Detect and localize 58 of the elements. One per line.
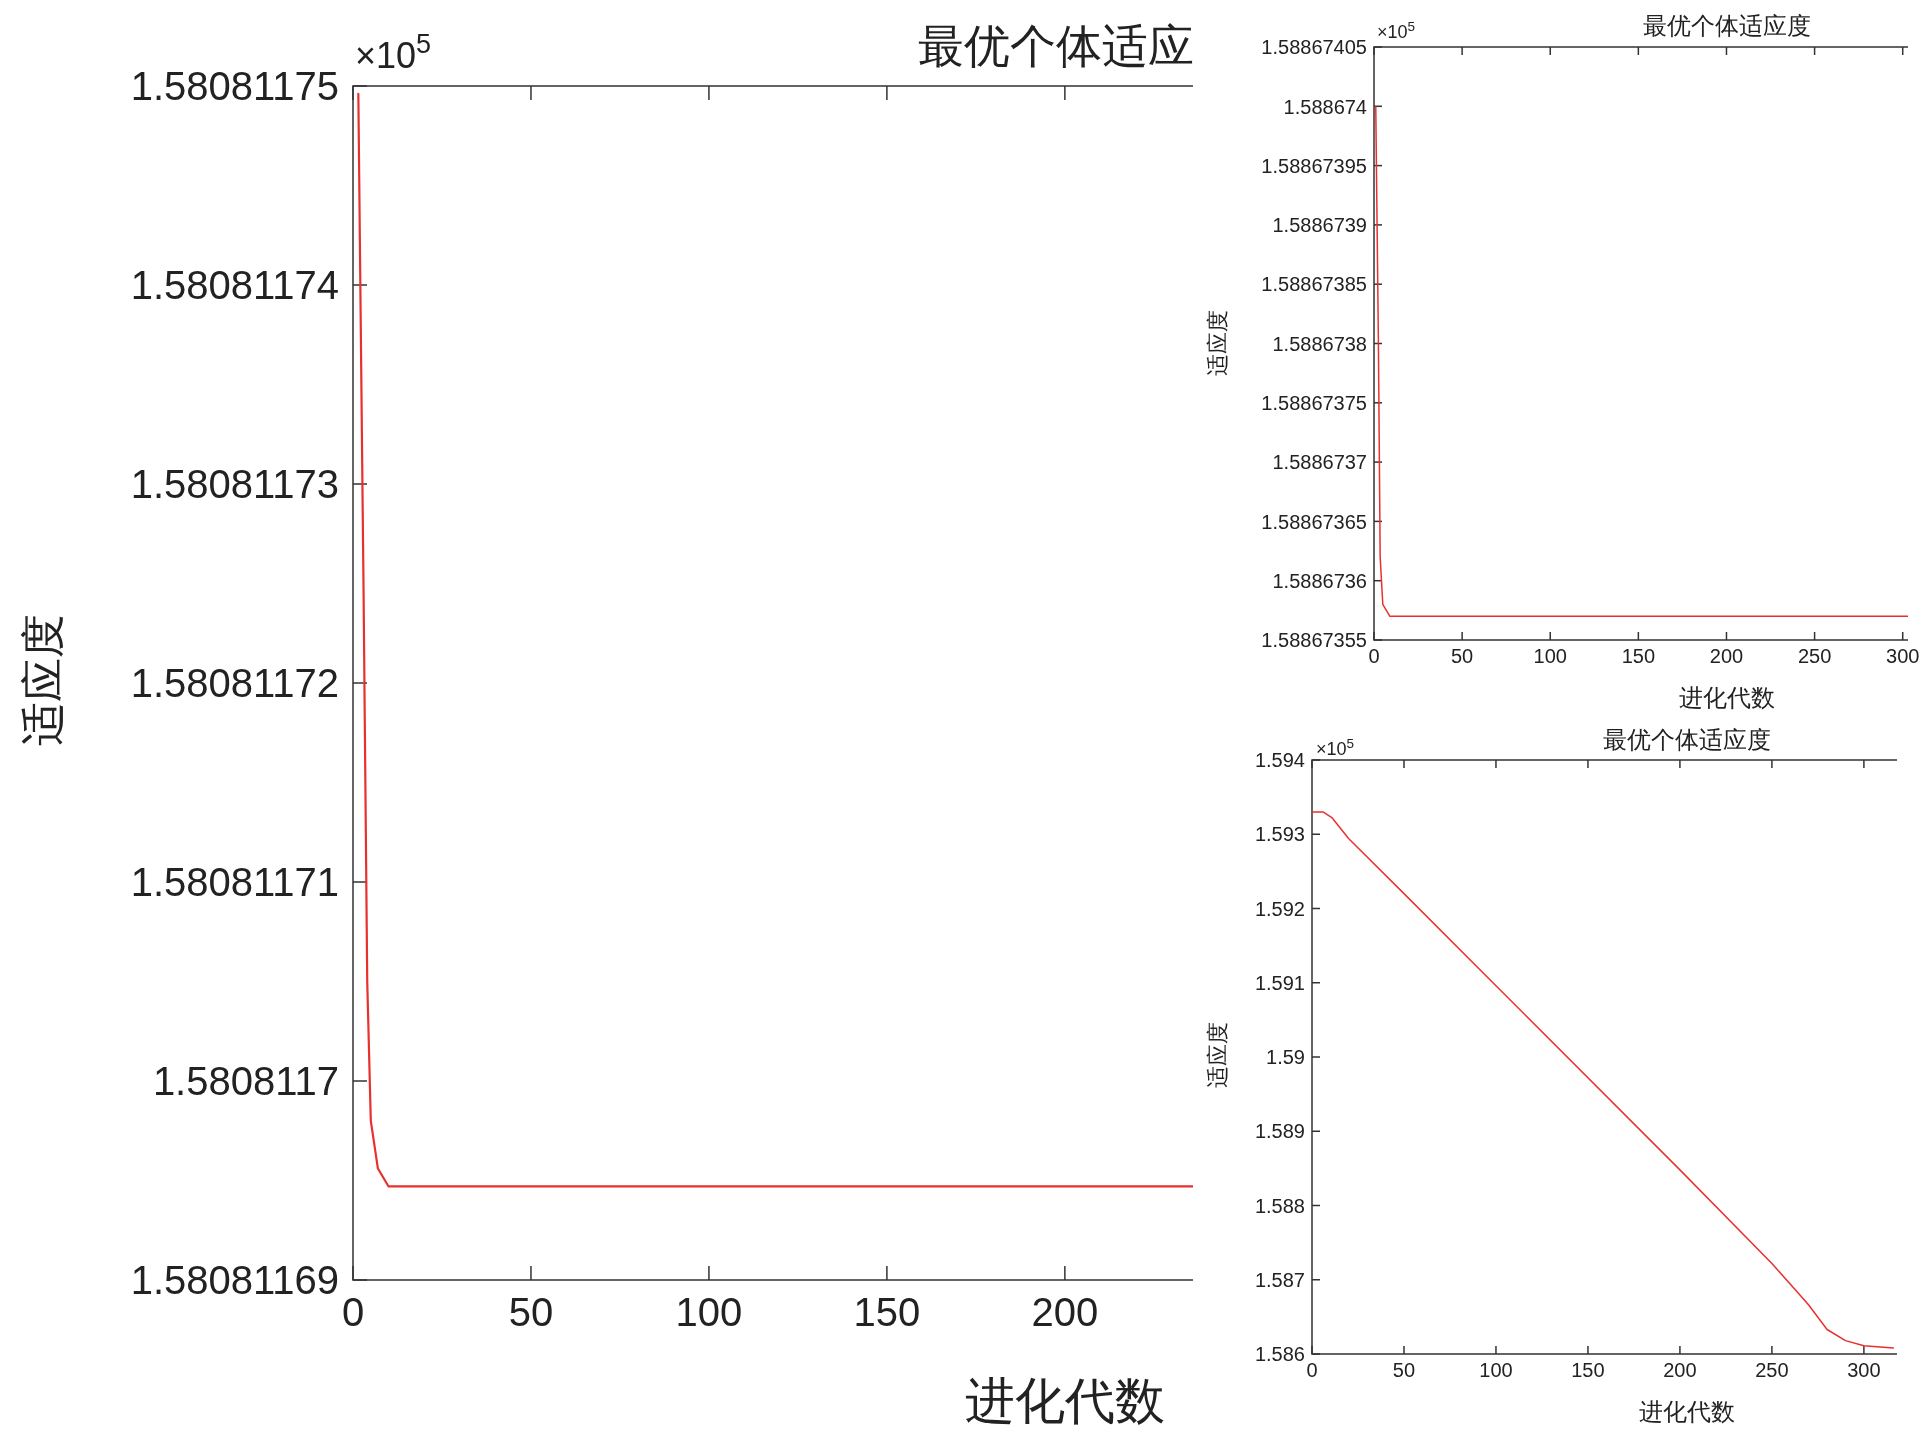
ytick: 1.58081172	[130, 661, 339, 706]
ytick: 1.58867405	[1261, 36, 1367, 59]
xtick: 150	[1571, 1359, 1605, 1381]
xtick: 150	[853, 1290, 921, 1334]
ytick: 1.586	[1254, 1343, 1305, 1366]
ytick: 1.5808117	[152, 1059, 339, 1104]
title: 最优个体适应度	[1603, 726, 1771, 753]
xtick: 300	[1886, 645, 1920, 667]
ytick: 1.588	[1254, 1194, 1305, 1217]
xtick: 100	[1479, 1359, 1513, 1381]
annotation: ×10$^{5}$	[355, 29, 432, 76]
ytick: 1.58867355	[1261, 629, 1367, 652]
title: 最优个体适应	[918, 20, 1194, 72]
ytick: 1.58867385	[1261, 273, 1367, 296]
ytick: 1.5886739	[1272, 214, 1367, 237]
xtick: 250	[1797, 645, 1832, 667]
ylabel: 适应度	[1205, 310, 1230, 376]
annotation: ×10$^{5}$	[1377, 18, 1416, 42]
ytick: 1.587	[1254, 1268, 1305, 1291]
xtick: 100	[675, 1290, 743, 1334]
xtick: 200	[1663, 1359, 1697, 1381]
xtick: 50	[508, 1290, 554, 1334]
xlabel: 进化代数	[965, 1373, 1165, 1429]
ytick: 1.58081173	[130, 462, 339, 507]
ytick: 1.58081174	[130, 263, 339, 308]
ytick: 1.58867395	[1261, 154, 1367, 177]
ytick: 1.5886736	[1272, 569, 1367, 592]
xtick: 0	[1306, 1359, 1318, 1381]
xtick: 300	[1847, 1359, 1881, 1381]
ytick: 1.588674	[1283, 95, 1367, 118]
xlabel: 进化代数	[1639, 1398, 1735, 1425]
annotation: ×10$^{5}$	[1316, 735, 1355, 759]
ytick: 1.592	[1254, 897, 1305, 920]
title: 最优个体适应度	[1643, 12, 1811, 39]
ytick: 1.59	[1266, 1046, 1305, 1069]
ytick: 1.58081175	[130, 64, 339, 109]
ytick: 1.58081169	[130, 1258, 339, 1303]
ytick: 1.589	[1254, 1120, 1305, 1143]
ytick: 1.593	[1254, 823, 1305, 846]
ytick: 1.58867375	[1261, 392, 1367, 414]
xtick: 0	[341, 1290, 365, 1334]
ytick: 1.591	[1254, 971, 1305, 994]
xtick: 250	[1755, 1359, 1789, 1381]
xtick: 150	[1621, 645, 1656, 667]
ytick: 1.5886738	[1272, 332, 1367, 355]
xtick: 50	[1392, 1359, 1416, 1381]
xtick: 50	[1451, 645, 1474, 667]
xtick: 100	[1533, 645, 1567, 667]
xtick: 0	[1368, 645, 1380, 667]
ytick: 1.58867365	[1261, 510, 1367, 533]
ylabel: 适应度	[18, 614, 67, 746]
ytick: 1.594	[1254, 749, 1305, 772]
ytick: 1.5886737	[1272, 451, 1367, 474]
xlabel: 进化代数	[1679, 684, 1775, 711]
ylabel: 适应度	[1205, 1022, 1230, 1088]
ytick: 1.58081171	[130, 860, 339, 905]
xtick: 200	[1709, 645, 1744, 667]
xtick: 200	[1031, 1290, 1099, 1334]
